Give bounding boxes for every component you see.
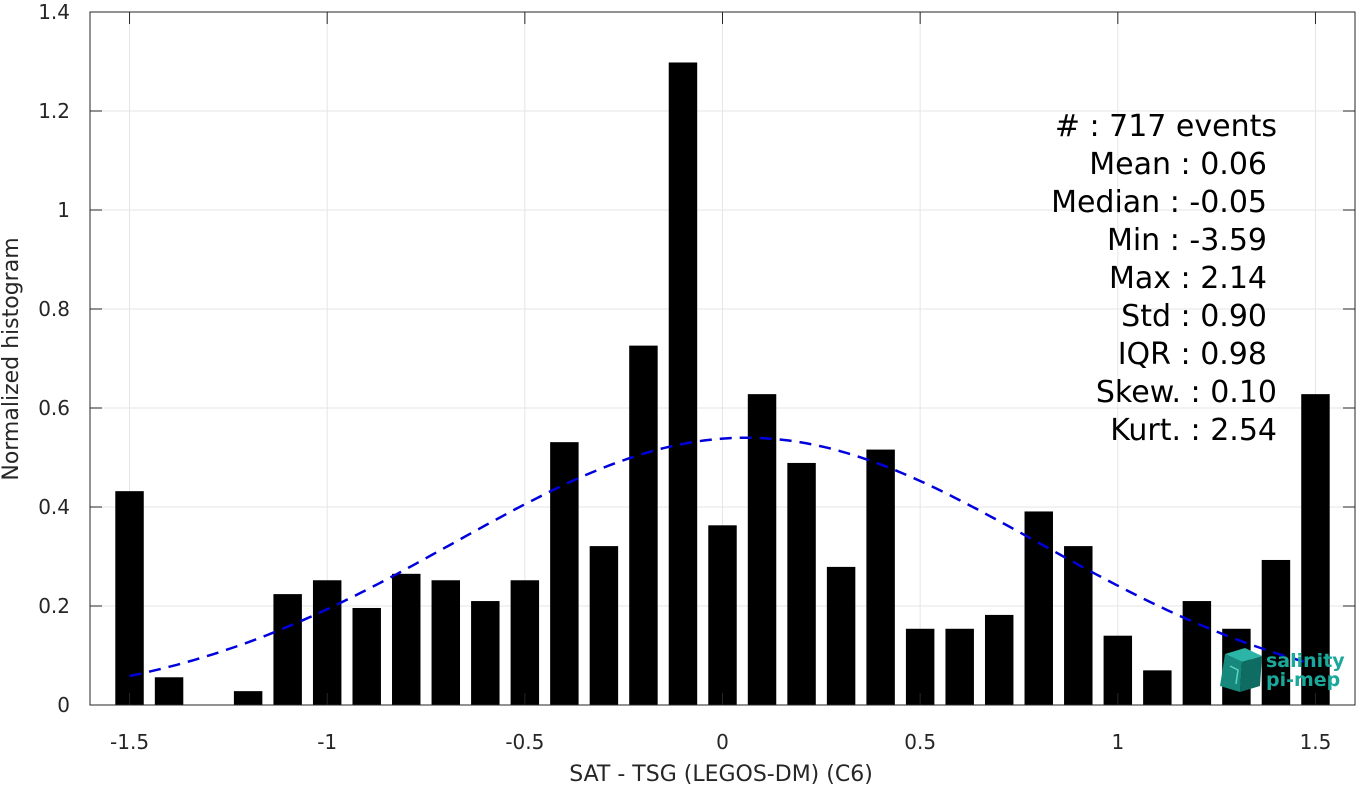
x-tick-label-3: 0: [716, 730, 729, 754]
y-tick-label-2: 0.4: [38, 495, 70, 519]
histogram-bar-10: [510, 580, 540, 705]
histogram-bar-19: [866, 449, 895, 705]
statistics-box: # : 717 events Mean : 0.06 Median : -0.0…: [1051, 109, 1277, 448]
histogram-bar-21: [945, 628, 974, 705]
x-axis-ticks: -1.5 -1 -0.5 0 0.5 1 1.5: [110, 12, 1331, 754]
histogram-bar-0: [115, 491, 144, 705]
stat-mean: Mean : 0.06: [1089, 147, 1267, 182]
y-tick-label-5: 1: [57, 198, 70, 222]
stat-median: Median : -0.05: [1051, 185, 1267, 220]
histogram-bar-3: [233, 691, 263, 705]
x-tick-label-0: -1.5: [110, 730, 149, 754]
histogram-bar-23: [1024, 511, 1053, 705]
histogram-bar-22: [984, 614, 1014, 705]
y-tick-label-7: 1.4: [38, 0, 70, 24]
x-axis-label: SAT - TSG (LEGOS-DM) (C6): [569, 762, 873, 785]
histogram-bar-13: [629, 345, 658, 705]
histogram-bar-15: [708, 525, 737, 705]
stat-events: # : 717 events: [1055, 109, 1277, 144]
stat-max: Max : 2.14: [1109, 261, 1267, 296]
histogram-bar-14: [668, 62, 698, 706]
histogram-bar-29: [1261, 559, 1291, 705]
y-axis-label: Normalized histogram: [0, 237, 24, 480]
logo-cube-icon: [1220, 648, 1262, 692]
x-tick-label-4: 0.5: [904, 730, 936, 754]
histogram-bar-24: [1064, 546, 1093, 705]
normal-fit-curve: [129, 436, 1316, 678]
stat-min: Min : -3.59: [1107, 223, 1267, 258]
logo-line-2: pi-mep: [1266, 669, 1340, 691]
y-tick-label-6: 1.2: [38, 99, 70, 123]
y-tick-label-0: 0: [57, 693, 70, 717]
salinity-pi-mep-logo: salinity pi-mep: [1220, 648, 1345, 692]
y-axis-ticks: 0 0.2 0.4 0.6 0.8 1 1.2 1.4: [38, 0, 1355, 717]
histogram-bar-4: [273, 594, 302, 705]
stat-iqr: IQR : 0.98: [1118, 337, 1267, 372]
y-tick-label-3: 0.6: [38, 396, 70, 420]
logo-line-1: salinity: [1266, 650, 1345, 672]
stat-std: Std : 0.90: [1121, 299, 1267, 334]
stat-kurt: Kurt. : 2.54: [1110, 413, 1277, 448]
x-tick-label-5: 1: [1111, 730, 1124, 754]
histogram-bar-26: [1143, 670, 1172, 705]
histogram-bar-17: [787, 462, 816, 705]
stat-skew: Skew. : 0.10: [1096, 375, 1277, 410]
histogram-bar-30: [1301, 394, 1330, 705]
histogram-bar-20: [905, 628, 935, 705]
x-tick-label-2: -0.5: [505, 730, 544, 754]
histogram-bar-7: [392, 573, 421, 705]
x-tick-label-1: -1: [317, 730, 337, 754]
histogram-bar-1: [154, 677, 184, 705]
y-tick-label-4: 0.8: [38, 297, 70, 321]
x-tick-label-6: 1.5: [1300, 730, 1332, 754]
histogram-bar-9: [471, 601, 500, 705]
y-tick-label-1: 0.2: [38, 594, 70, 618]
histogram-bar-8: [431, 580, 461, 705]
histogram-bar-5: [312, 580, 342, 705]
histogram-bar-6: [352, 607, 381, 705]
histogram-bar-11: [550, 442, 579, 705]
histogram-bar-16: [747, 394, 777, 705]
histogram-bar-18: [826, 566, 856, 705]
histogram-bar-27: [1182, 601, 1212, 705]
histogram-bar-12: [589, 546, 619, 705]
